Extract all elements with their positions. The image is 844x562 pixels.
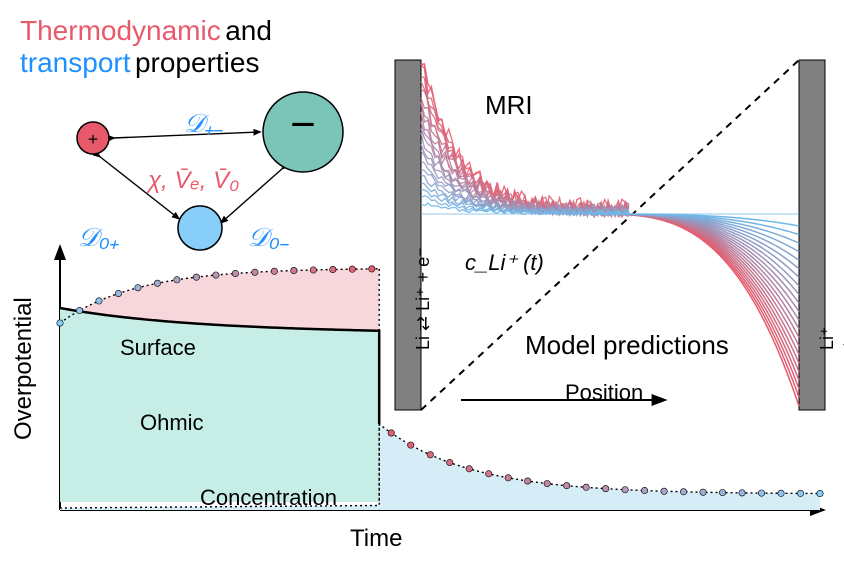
position-xlabel: Position bbox=[565, 380, 643, 406]
title-and: and bbox=[225, 15, 272, 46]
chi-v-label: χ, V̄ₑ, V̄₀ bbox=[148, 167, 239, 195]
model-predictions-label: Model predictions bbox=[525, 330, 729, 361]
title: Thermodynamic and transport properties bbox=[20, 15, 272, 79]
title-properties: properties bbox=[135, 47, 260, 78]
svg-text:+: + bbox=[88, 129, 98, 149]
surface-region-label: Surface bbox=[120, 335, 196, 361]
ohmic-region-label: Ohmic bbox=[140, 410, 204, 436]
overpotential-ylabel: Overpotential bbox=[10, 297, 38, 440]
mri-label: MRI bbox=[485, 90, 533, 121]
right-electrode-label: Li⁺ + e⁻ ⇄ Li bbox=[817, 323, 844, 350]
svg-text:−: − bbox=[290, 100, 316, 149]
title-thermo: Thermodynamic bbox=[20, 15, 221, 46]
d-zero-plus-label: 𝒟₀₊ bbox=[78, 222, 119, 254]
d-plus-minus-label: 𝒟₊₋ bbox=[184, 108, 222, 140]
title-transport: transport bbox=[20, 47, 131, 78]
d-zero-minus-label: 𝒟₀₋ bbox=[248, 222, 289, 254]
cli-label: c_Li⁺ (t) bbox=[465, 250, 544, 276]
left-electrode-label: Li ⇄ Li⁺ + e⁻ bbox=[413, 247, 434, 350]
concentration-region-label: Concentration bbox=[200, 485, 337, 511]
time-xlabel: Time bbox=[350, 525, 402, 553]
